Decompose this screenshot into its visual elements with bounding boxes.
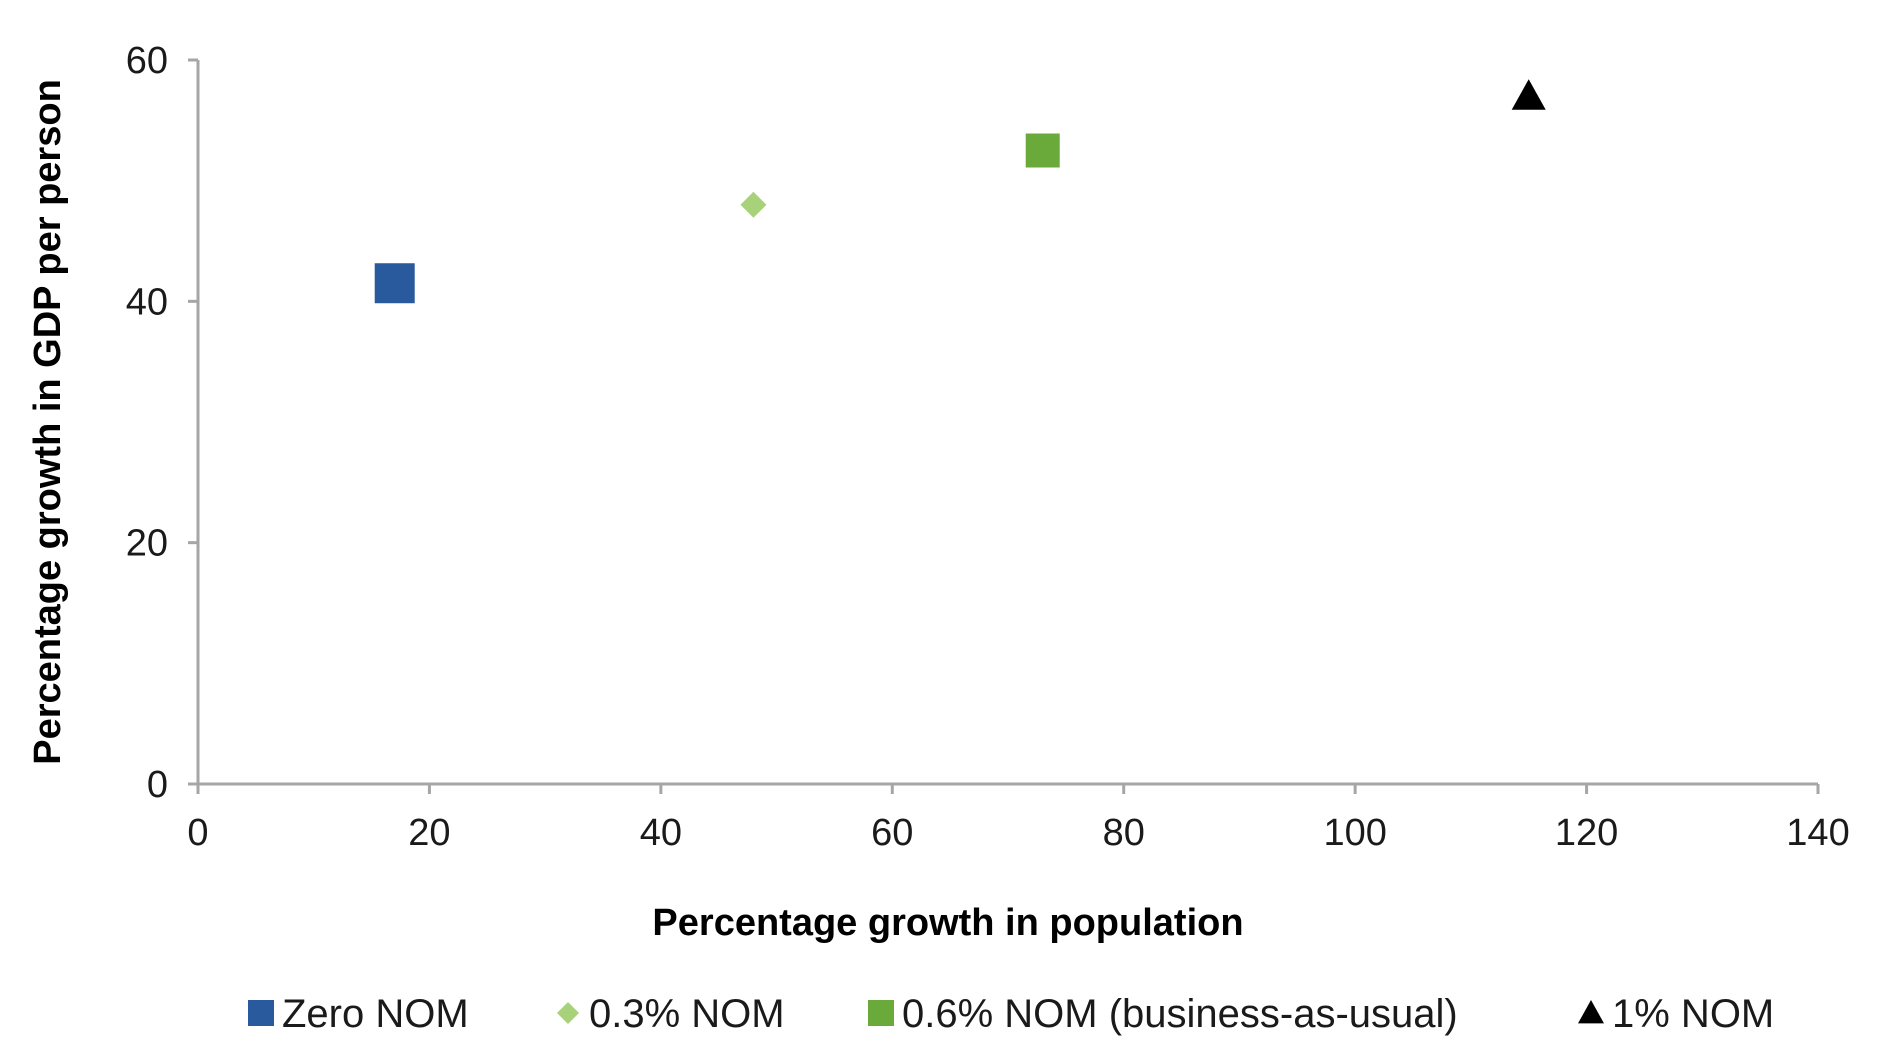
data-points [374, 79, 1546, 304]
legend-marker-square [868, 1000, 894, 1026]
x-tick-label: 80 [1103, 812, 1145, 854]
data-point-square [374, 263, 415, 304]
y-tick-label: 60 [126, 40, 168, 82]
axes [196, 60, 1818, 786]
legend-marker-triangle [1578, 1000, 1604, 1024]
x-tick-label: 140 [1786, 812, 1849, 854]
data-point-triangle [1511, 79, 1546, 110]
y-axis-title: Percentage growth in GDP per person [27, 79, 69, 765]
legend-label: 0.6% NOM (business-as-usual) [902, 992, 1458, 1036]
x-ticks: 0 20 40 60 80 100 120 140 [187, 784, 1850, 854]
data-point-square [1025, 133, 1060, 168]
x-tick-label: 0 [187, 812, 208, 854]
x-tick-label: 40 [640, 812, 682, 854]
y-ticks: 0 20 40 60 [126, 40, 198, 806]
x-axis-title: Percentage growth in population [652, 902, 1243, 944]
legend-label: 1% NOM [1612, 992, 1774, 1036]
y-tick-label: 20 [126, 523, 168, 565]
x-tick-label: 20 [408, 812, 450, 854]
legend-marker-square [248, 1000, 274, 1026]
data-point-diamond [740, 191, 767, 218]
legend: Zero NOM 0.3% NOM 0.6% NOM (business-as-us… [248, 992, 1774, 1036]
legend-label: Zero NOM [282, 992, 469, 1036]
y-tick-label: 0 [147, 764, 168, 806]
legend-marker-diamond [557, 1002, 579, 1024]
x-tick-label: 120 [1555, 812, 1618, 854]
x-tick-label: 60 [871, 812, 913, 854]
y-tick-label: 40 [126, 281, 168, 323]
x-tick-label: 100 [1323, 812, 1386, 854]
legend-label: 0.3% NOM [589, 992, 785, 1036]
